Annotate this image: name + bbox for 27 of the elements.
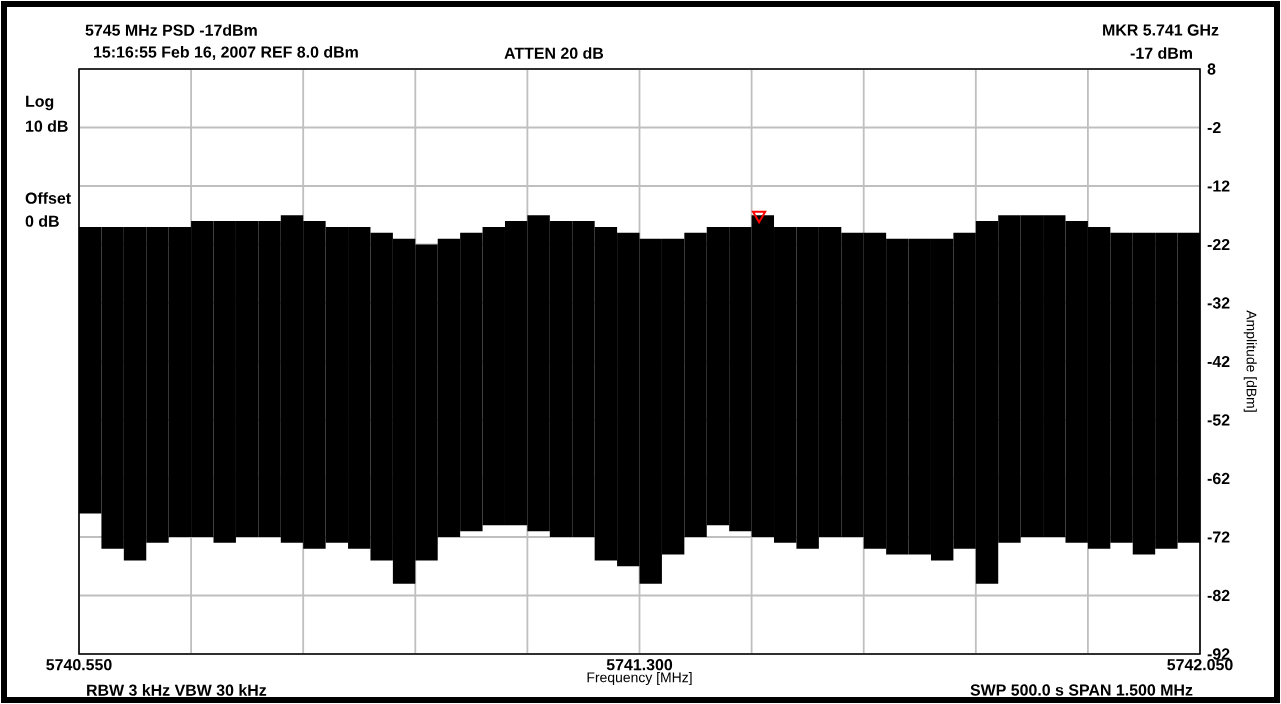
- text: 15:16:55 Feb 16, 2007 REF 8.0 dBm: [94, 45, 358, 60]
- y-tick-label: -52: [1207, 414, 1230, 426]
- y-tick-label: -32: [1207, 297, 1230, 309]
- text: MKR 5.741 GHz: [1103, 24, 1219, 36]
- text: RBW 3 kHz VBW 30 kHz: [87, 684, 267, 696]
- chart-title: 5745 MHz PSD -17dBm: [85, 24, 257, 36]
- y-tick-label: -2: [1207, 121, 1221, 134]
- y-tick-label: -72: [1207, 531, 1230, 543]
- text: ATTEN 20 dB: [504, 47, 604, 59]
- x-tick-label: 5741.300: [606, 659, 673, 671]
- y-tick-label: -82: [1207, 589, 1230, 602]
- text: Offset: [25, 192, 71, 204]
- y-axis-title: Amplitude [dBm]: [1243, 310, 1257, 412]
- y-tick-label: -22: [1207, 238, 1230, 251]
- y-tick-label: -42: [1207, 355, 1230, 368]
- y-tick-label: -12: [1207, 180, 1230, 192]
- text: Log: [26, 95, 54, 111]
- text: SWP 500.0 s SPAN 1.500 MHz: [970, 684, 1193, 696]
- y-tick-label: 8: [1207, 63, 1216, 75]
- text: -17 dBm: [1130, 47, 1192, 59]
- x-tick-label: 5740.550: [46, 659, 112, 671]
- x-tick-label: 5742.050: [1167, 659, 1233, 671]
- text: 10 dB: [26, 120, 68, 132]
- x-axis-title: Frequency [MHz]: [587, 672, 692, 686]
- y-tick-label: -92: [1207, 648, 1230, 660]
- text: 0 dB: [25, 215, 59, 227]
- y-tick-label: -62: [1207, 472, 1230, 485]
